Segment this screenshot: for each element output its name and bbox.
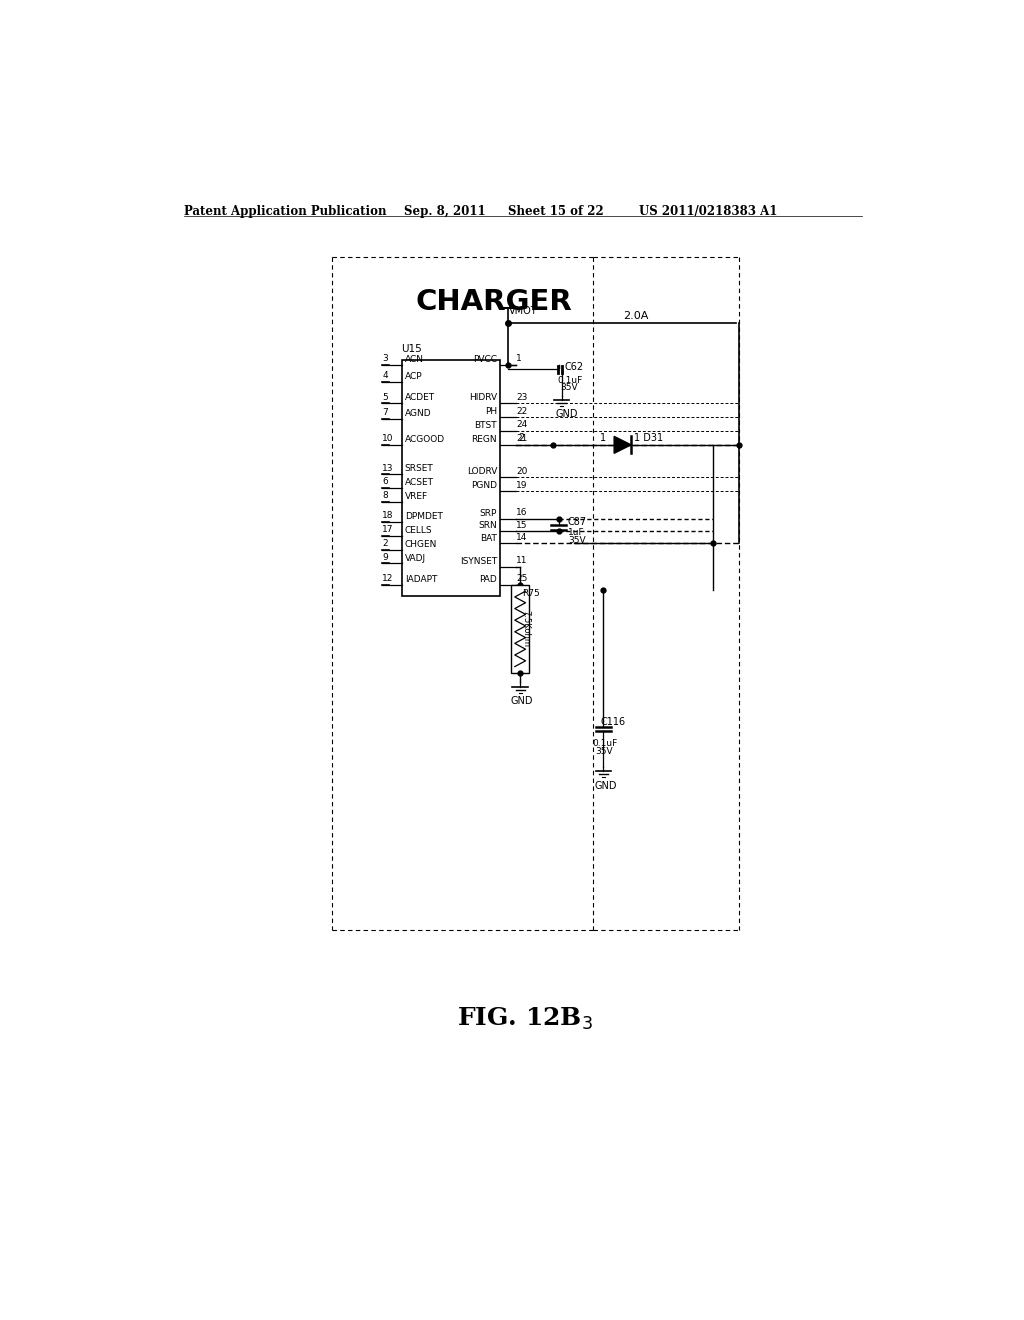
Text: GND: GND <box>511 696 534 706</box>
Text: ACDET: ACDET <box>404 393 435 403</box>
Text: GND: GND <box>594 780 616 791</box>
Text: 3: 3 <box>382 354 388 363</box>
Text: 10: 10 <box>382 434 394 444</box>
Text: HIDRV: HIDRV <box>469 393 497 403</box>
Text: PAD: PAD <box>479 576 497 585</box>
Text: 22: 22 <box>516 407 527 416</box>
Text: ACGOOD: ACGOOD <box>404 436 444 444</box>
Text: 5: 5 <box>382 393 388 401</box>
Text: 11: 11 <box>516 556 527 565</box>
Text: VMOT: VMOT <box>509 306 538 317</box>
Text: IADAPT: IADAPT <box>404 576 437 585</box>
Text: SRP: SRP <box>479 510 497 517</box>
Text: 21: 21 <box>516 434 527 444</box>
Bar <box>511 585 529 673</box>
Text: 15: 15 <box>516 520 527 529</box>
Text: PH: PH <box>485 408 497 416</box>
Text: 6: 6 <box>382 478 388 487</box>
Text: 2.0A: 2.0A <box>624 312 649 321</box>
Polygon shape <box>614 437 631 453</box>
Text: BTST: BTST <box>474 421 497 430</box>
Text: 2: 2 <box>382 539 388 548</box>
Text: 17: 17 <box>382 525 394 535</box>
Text: 16: 16 <box>516 508 527 517</box>
Text: FIG. 12B$_3$: FIG. 12B$_3$ <box>457 1006 593 1032</box>
Text: 4: 4 <box>382 371 388 380</box>
Text: PVCC: PVCC <box>473 355 497 364</box>
Text: 1: 1 <box>516 354 522 363</box>
Text: SRN: SRN <box>478 521 497 531</box>
Text: Sheet 15 of 22: Sheet 15 of 22 <box>508 205 603 218</box>
Text: 14: 14 <box>516 533 527 543</box>
Text: VADJ: VADJ <box>404 553 426 562</box>
Text: R75: R75 <box>521 589 540 598</box>
Text: 0.1uF: 0.1uF <box>557 376 583 384</box>
Text: 12: 12 <box>382 574 393 583</box>
Text: 1: 1 <box>600 433 606 444</box>
Text: 9: 9 <box>382 553 388 562</box>
Text: ISYNSET: ISYNSET <box>460 557 497 566</box>
Text: BAT: BAT <box>480 533 497 543</box>
Text: CELLS: CELLS <box>404 525 432 535</box>
Text: 35V: 35V <box>568 536 586 545</box>
Text: VREF: VREF <box>404 492 428 502</box>
Text: C116: C116 <box>600 718 626 727</box>
Text: CHARGER: CHARGER <box>416 288 572 315</box>
Text: 1 D31: 1 D31 <box>634 433 664 444</box>
Text: Patent Application Publication: Patent Application Publication <box>184 205 387 218</box>
Text: ACN: ACN <box>404 355 424 364</box>
Text: DPMDET: DPMDET <box>404 512 442 521</box>
Text: PGND: PGND <box>471 482 497 490</box>
Text: 1uF: 1uF <box>568 528 585 537</box>
Text: CHGEN: CHGEN <box>404 540 437 549</box>
Text: LODRV: LODRV <box>467 467 497 477</box>
Text: 19: 19 <box>516 480 527 490</box>
Text: 8: 8 <box>382 491 388 500</box>
Text: 7.5Kohm: 7.5Kohm <box>521 610 530 647</box>
Text: GND: GND <box>556 409 579 418</box>
Text: C87: C87 <box>568 517 587 527</box>
Text: US 2011/0218383 A1: US 2011/0218383 A1 <box>639 205 777 218</box>
Text: 7: 7 <box>382 408 388 417</box>
Text: 0.1uF: 0.1uF <box>593 739 617 748</box>
Text: 35V: 35V <box>560 383 578 392</box>
Text: 2: 2 <box>518 433 525 444</box>
Bar <box>401 360 500 595</box>
Text: Sep. 8, 2011: Sep. 8, 2011 <box>403 205 485 218</box>
Text: SRSET: SRSET <box>404 465 433 474</box>
Text: 13: 13 <box>382 463 394 473</box>
Text: AGND: AGND <box>404 409 431 418</box>
Text: REGN: REGN <box>471 436 497 444</box>
Text: 24: 24 <box>516 421 527 429</box>
Text: C62: C62 <box>564 362 584 372</box>
Text: 23: 23 <box>516 393 527 401</box>
Text: ACP: ACP <box>404 372 422 381</box>
Text: U15: U15 <box>401 345 422 354</box>
Text: ACSET: ACSET <box>404 478 434 487</box>
Text: 25: 25 <box>516 574 527 583</box>
Text: 18: 18 <box>382 511 394 520</box>
Text: 20: 20 <box>516 467 527 475</box>
Text: 35V: 35V <box>596 747 613 755</box>
